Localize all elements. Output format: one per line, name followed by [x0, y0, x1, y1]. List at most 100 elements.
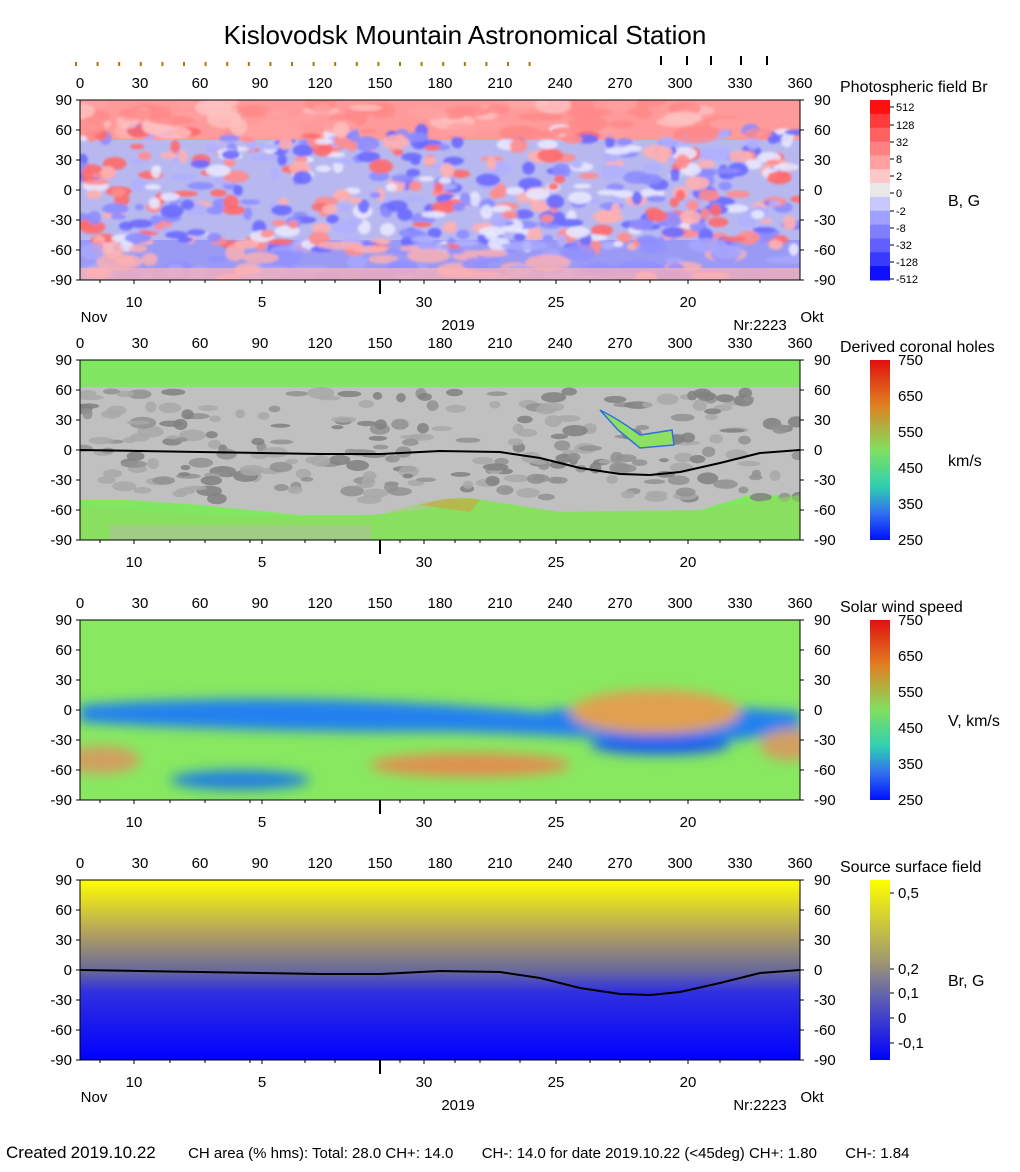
field-patch	[445, 113, 465, 120]
field-patch	[316, 241, 364, 250]
field-patch	[80, 164, 103, 174]
latitude-tick-label-left: -60	[50, 1022, 72, 1039]
field-patch	[349, 104, 383, 112]
field-patch	[791, 451, 800, 461]
field-patch	[603, 395, 627, 403]
field-patch	[784, 129, 800, 136]
latitude-tick-label-left: 0	[64, 962, 72, 979]
top-marker-black	[740, 56, 742, 65]
field-patch	[180, 464, 191, 471]
latitude-tick-label-right: -30	[814, 992, 836, 1009]
field-patch	[489, 188, 500, 200]
field-patch	[535, 404, 557, 415]
field-patch	[482, 463, 509, 471]
field-patch	[205, 164, 231, 177]
field-patch	[128, 244, 148, 253]
field-patch	[418, 176, 434, 182]
latitude-tick-label-right: -60	[814, 242, 836, 259]
field-patch	[689, 454, 706, 464]
date-tick-label: 10	[126, 814, 143, 831]
field-patch	[391, 174, 414, 183]
field-patch	[643, 479, 666, 485]
longitude-tick-label: 300	[667, 855, 692, 872]
field-patch	[321, 204, 338, 215]
field-patch	[314, 138, 333, 145]
top-marker	[75, 62, 77, 66]
field-patch	[459, 192, 471, 207]
field-patch	[406, 168, 421, 177]
field-patch	[292, 211, 308, 218]
field-patch	[357, 420, 377, 427]
field-patch	[293, 170, 312, 185]
field-patch	[711, 244, 743, 259]
field-patch	[537, 493, 555, 501]
field-patch	[748, 474, 763, 481]
field-patch	[675, 189, 686, 201]
date-tick-label: 20	[680, 814, 697, 831]
field-patch	[251, 437, 265, 446]
field-patch	[374, 419, 387, 430]
field-patch	[222, 170, 250, 183]
field-patch	[399, 245, 421, 252]
top-marker	[377, 62, 380, 66]
field-patch	[204, 144, 222, 154]
field-patch	[670, 168, 680, 182]
date-tick-label: 30	[416, 814, 433, 831]
field-patch	[131, 177, 147, 192]
field-patch	[259, 118, 300, 128]
field-patch	[243, 207, 253, 220]
field-patch	[406, 248, 451, 263]
field-patch	[369, 159, 394, 174]
top-marker	[183, 62, 185, 66]
latitude-tick-label-right: -90	[814, 532, 836, 549]
field-patch	[480, 204, 493, 220]
field-patch	[715, 168, 741, 174]
colorbar-tick-label: -8	[896, 223, 906, 235]
field-patch	[333, 121, 350, 138]
field-patch	[606, 475, 618, 484]
field-patch	[728, 150, 753, 163]
fast-stream-equator	[570, 690, 740, 734]
field-patch	[773, 163, 799, 172]
field-patch	[260, 229, 275, 238]
plot-frame	[79, 879, 801, 1061]
coronal-holes-map	[80, 360, 800, 540]
field-patch	[522, 161, 535, 175]
field-patch	[153, 224, 166, 230]
field-patch	[421, 211, 446, 218]
latitude-tick-label-left: 90	[55, 612, 72, 629]
latitude-tick-label-right: 30	[814, 412, 831, 429]
field-patch	[518, 177, 543, 191]
longitude-tick-label: 90	[252, 855, 269, 872]
field-patch	[613, 190, 634, 198]
colorbar-title: Solar wind speed	[840, 599, 963, 616]
field-patch	[451, 169, 471, 178]
field-patch	[669, 197, 679, 208]
colorbar-swatch	[870, 238, 890, 253]
colorbar-tick-label: -32	[896, 240, 912, 252]
field-patch	[439, 162, 455, 178]
field-patch	[329, 454, 351, 466]
field-patch	[628, 100, 667, 107]
field-patch	[361, 128, 377, 134]
date-tick-label: 20	[680, 294, 697, 311]
field-patch	[693, 388, 712, 399]
colorbar-swatch	[870, 196, 890, 212]
field-patch	[659, 136, 676, 149]
field-patch	[639, 241, 667, 255]
field-patch	[236, 104, 271, 118]
wind-structures	[80, 690, 800, 790]
longitude-tick-label: 150	[367, 75, 392, 92]
field-patch	[301, 133, 321, 139]
top-marker	[420, 62, 423, 66]
colorbar-tick-label: 650	[898, 388, 923, 405]
plot-frame	[79, 99, 801, 281]
field-patch	[554, 440, 571, 451]
field-patch	[80, 403, 100, 409]
top-marker	[269, 62, 272, 66]
field-patch	[751, 210, 765, 220]
longitude-tick-label: 270	[607, 595, 632, 612]
footer-line: Created 2019.10.22 CH area (% hms): Tota…	[6, 1143, 909, 1163]
field-patch	[176, 437, 188, 443]
